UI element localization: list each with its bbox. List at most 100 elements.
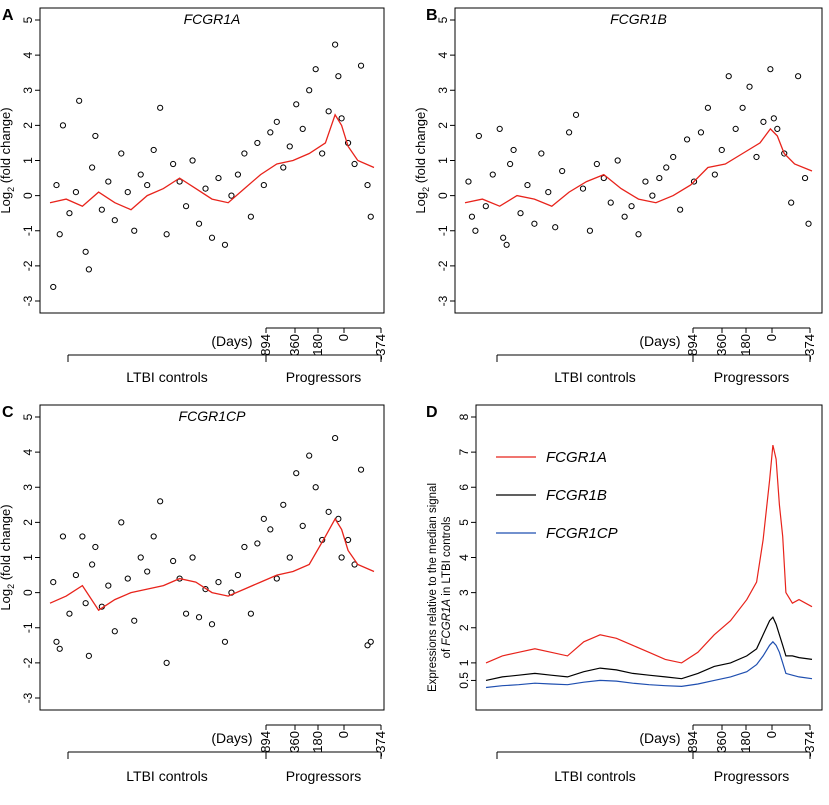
legend-label: FCGR1A	[546, 449, 607, 466]
scatter-point	[105, 178, 112, 185]
scatter-point	[767, 66, 774, 73]
trend-line	[49, 517, 375, 612]
scatter-point	[335, 73, 342, 80]
scatter-point	[56, 645, 63, 652]
scatter-point	[566, 129, 573, 136]
plot-frame	[454, 7, 823, 314]
scatter-point	[607, 199, 614, 206]
scatter-point	[299, 125, 306, 132]
series-line-fcgr1b	[485, 616, 813, 681]
y-tick-label: 4	[457, 554, 471, 561]
scatter-point	[468, 213, 476, 220]
scatter-point	[482, 203, 489, 210]
panel-title: FCGR1B	[610, 11, 667, 27]
y-tick-label: 3	[457, 589, 471, 596]
scatter-point	[559, 167, 566, 175]
plot-frame	[39, 404, 385, 711]
panel-c: C -3 -2 -1 0 1 2 3 4 5 Log2 (fold change) FCGR1CP 89…	[0, 404, 388, 784]
group-label-ltbi: LTBI controls	[554, 768, 635, 784]
days-tick-label: -374	[373, 334, 388, 360]
y-tick-label: -2	[21, 260, 35, 271]
legend-label: FCGR1CP	[546, 525, 618, 542]
scatter-point	[247, 213, 254, 220]
scatter-point	[137, 171, 144, 178]
panel-letter: C	[2, 404, 14, 421]
scatter-point	[670, 153, 677, 161]
scatter-point	[85, 266, 92, 273]
scatter-point	[241, 150, 248, 157]
scatter-point	[489, 171, 496, 178]
scatter-point	[118, 519, 125, 526]
y-tick-label: -2	[21, 657, 35, 668]
scatter-point	[76, 97, 83, 104]
days-tick-label: 360	[287, 334, 302, 356]
scatter-point	[170, 160, 177, 168]
scatter-point	[182, 610, 190, 617]
scatter-point	[53, 181, 60, 189]
panel-letter: D	[426, 404, 438, 421]
scatter-point	[697, 129, 705, 136]
y-tick-label: 2	[21, 122, 35, 129]
y-tick-label: 3	[436, 87, 450, 94]
scatter-point	[273, 118, 280, 125]
scatter-point	[111, 217, 118, 224]
scatter-point	[254, 540, 261, 547]
days-tick-label: 0	[764, 334, 779, 341]
scatter-point	[241, 543, 248, 551]
scatter-point	[770, 115, 777, 122]
scatter-point	[111, 628, 118, 635]
scatter-point	[760, 118, 767, 125]
y-tick-label: 4	[21, 51, 35, 58]
scatter-point	[234, 171, 242, 178]
scatter-point	[312, 484, 319, 491]
scatter-point	[531, 220, 538, 227]
scatter-point	[325, 508, 332, 515]
scatter-point	[66, 610, 73, 617]
scatter-point	[82, 248, 89, 255]
scatter-point	[260, 181, 267, 189]
y-tick-label: 7	[457, 448, 471, 455]
scatter-point	[79, 533, 86, 540]
scatter-point	[704, 104, 712, 111]
y-tick-label: -3	[436, 295, 450, 306]
panel-d: D 0.5 1 2 3 4 5 6 7 8 Expressions relative to the …	[426, 404, 823, 784]
scatter-point	[72, 571, 80, 579]
scatter-point	[286, 554, 293, 561]
days-label: (Days)	[211, 333, 252, 349]
scatter-point	[85, 652, 92, 659]
trend-line	[49, 113, 375, 211]
scatter-point	[649, 192, 656, 199]
scatter-point	[538, 150, 545, 157]
scatter-point	[150, 533, 157, 540]
group-label-progressors: Progressors	[714, 369, 789, 385]
scatter-point	[325, 108, 332, 115]
series-line-fcgr1a	[485, 444, 813, 664]
days-tick-label: -374	[802, 334, 817, 360]
scatter-point	[189, 554, 196, 561]
scatter-point	[150, 146, 157, 154]
scatter-point	[66, 210, 73, 217]
scatter-point	[182, 203, 190, 210]
scatter-point	[801, 174, 809, 182]
scatter-point	[677, 206, 684, 213]
days-tick-label: 0	[336, 731, 351, 738]
days-tick-label: 894	[258, 731, 273, 753]
y-tick-label: 5	[436, 16, 450, 23]
scatter-point	[170, 557, 177, 565]
panel-letter: A	[2, 7, 14, 24]
scatter-point	[552, 224, 559, 231]
scatter-point	[89, 561, 96, 568]
scatter-point	[273, 575, 280, 582]
y-tick-label: 1	[436, 157, 450, 164]
scatter-point	[517, 210, 524, 217]
y-tick-label: 0	[21, 192, 35, 199]
y-tick-label: 1	[21, 554, 35, 561]
y-tick-label: -2	[436, 260, 450, 271]
scatter-point	[774, 125, 781, 132]
y-tick-label: 2	[436, 122, 450, 129]
group-label-ltbi: LTBI controls	[126, 369, 207, 385]
scatter-point	[319, 150, 326, 157]
scatter-point	[739, 104, 746, 111]
y-axis-label: Log2 (fold change)	[413, 107, 431, 213]
scatter-point	[50, 578, 57, 586]
